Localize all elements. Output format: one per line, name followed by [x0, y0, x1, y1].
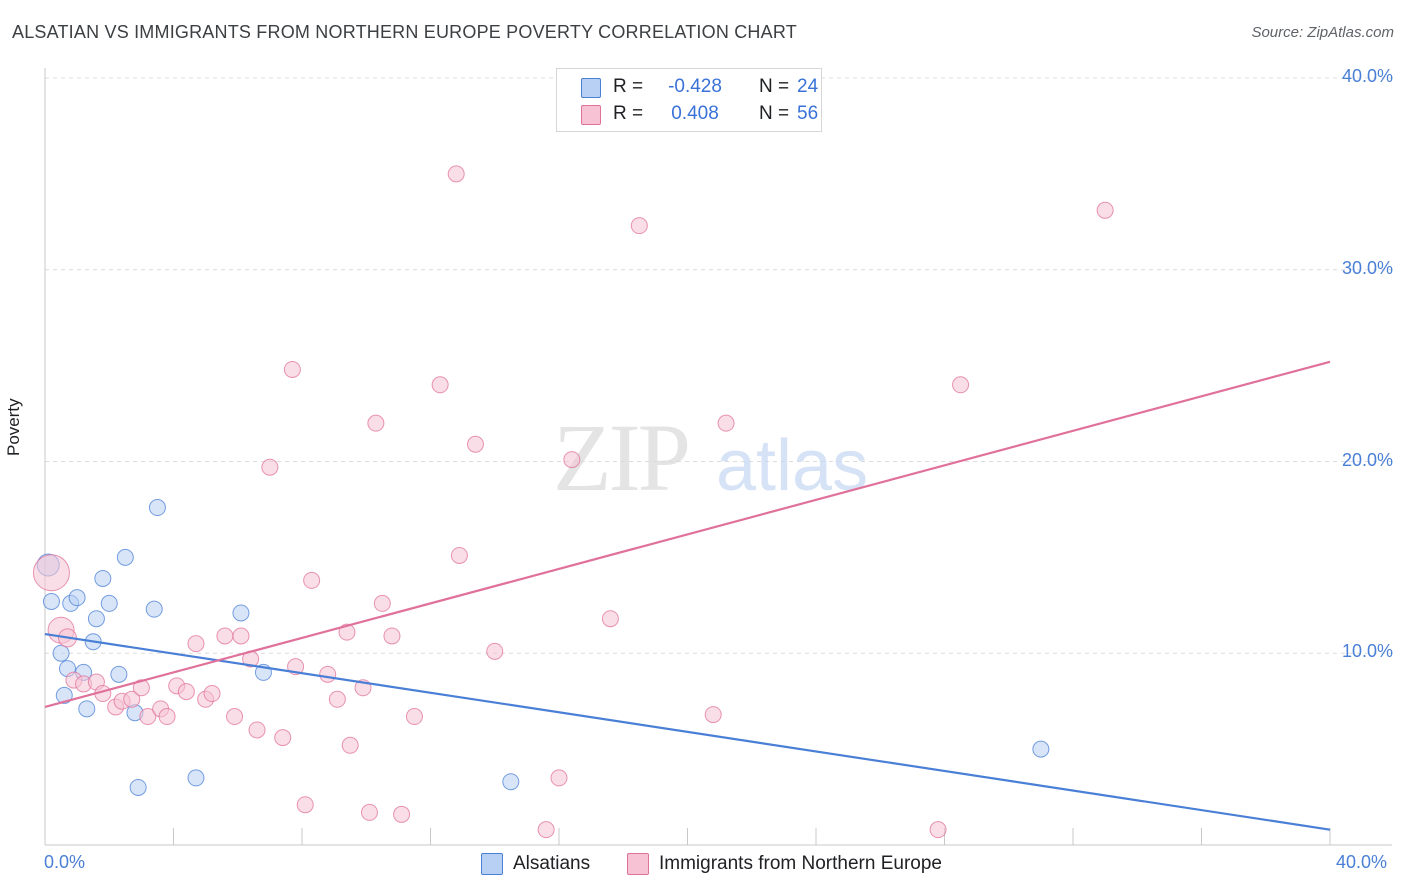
bottom-legend-label: Alsatians: [513, 853, 591, 874]
alsatian-point: [87, 610, 105, 628]
immigrant-point: [319, 665, 337, 683]
immigrant-point: [226, 708, 244, 726]
immigrant-point: [248, 721, 266, 739]
immigrant-point: [187, 635, 205, 653]
legend-r-label: R =: [613, 103, 644, 124]
bottom-legend-swatch-immigrants: [627, 853, 649, 875]
alsatian-point: [129, 778, 147, 796]
immigrant-point: [203, 685, 221, 703]
y-axis-label: Poverty: [4, 398, 23, 456]
axes: [44, 68, 1392, 846]
immigrant-point: [139, 708, 157, 726]
immigrant-point: [383, 627, 401, 645]
alsatian-point: [42, 592, 60, 610]
immigrant-point: [158, 708, 176, 726]
alsatian-trend-line: [44, 632, 1331, 831]
immigrant-point: [373, 594, 391, 612]
immigrant-point: [952, 376, 970, 394]
chart-source: Source: ZipAtlas.com: [1251, 24, 1394, 41]
alsatian-point: [68, 589, 86, 607]
immigrant-point: [283, 360, 301, 378]
immigrant-point: [563, 451, 581, 469]
immigrant-point: [450, 546, 468, 564]
alsatian-point: [232, 604, 250, 622]
trend-lines: [44, 360, 1331, 831]
bottom-legend-swatch-alsatians: [481, 853, 503, 875]
alsatian-point: [110, 665, 128, 683]
immigrant-point: [630, 217, 648, 235]
immigrant-point: [550, 769, 568, 787]
alsatian-point: [78, 700, 96, 718]
immigrant-point: [216, 627, 234, 645]
immigrant-point: [486, 642, 504, 660]
immigrant-trend-line: [44, 360, 1331, 709]
y-tick-label: 30.0%: [1341, 257, 1393, 278]
y-tick-label: 40.0%: [1341, 66, 1393, 86]
alsatian-point: [94, 569, 112, 587]
gridlines: [45, 77, 1392, 654]
immigrant-point: [601, 610, 619, 628]
immigrant-point: [123, 690, 141, 708]
legend-r-value: 0.408: [671, 103, 719, 124]
immigrant-point: [296, 796, 314, 814]
legend-r-value: -0.428: [668, 76, 722, 97]
data-points: [32, 165, 1114, 839]
immigrant-point: [232, 627, 250, 645]
immigrant-point: [447, 165, 465, 183]
immigrant-point: [466, 435, 484, 453]
immigrant-point: [303, 571, 321, 589]
alsatian-point: [100, 594, 118, 612]
alsatian-point: [148, 499, 166, 517]
immigrant-point: [261, 458, 279, 476]
immigrant-point: [360, 803, 378, 821]
legend-n-value: 24: [797, 76, 819, 97]
chart-title: ALSATIAN VS IMMIGRANTS FROM NORTHERN EUR…: [12, 22, 797, 42]
y-tick-label: 10.0%: [1341, 641, 1393, 662]
legend-n-value: 56: [797, 103, 819, 124]
immigrant-point: [704, 706, 722, 724]
immigrant-point: [338, 623, 356, 641]
immigrant-point: [341, 736, 359, 754]
legend-r-label: R =: [613, 76, 644, 97]
legend-swatch-immigrants: [581, 105, 601, 125]
immigrant-point: [177, 683, 195, 701]
x-tick-label-max: 40.0%: [1336, 852, 1388, 872]
immigrant-point: [274, 729, 292, 747]
immigrant-point: [431, 376, 449, 394]
svg-text:atlas: atlas: [716, 426, 868, 506]
correlation-legend: R = -0.428 N = 24 R = 0.408 N = 56: [556, 68, 822, 132]
alsatian-point: [52, 644, 70, 662]
alsatian-point: [1032, 740, 1050, 758]
immigrant-point: [367, 414, 385, 432]
immigrant-point: [32, 554, 70, 592]
watermark: ZIP atlas: [553, 404, 868, 511]
y-tick-label: 20.0%: [1341, 449, 1393, 470]
immigrant-point: [132, 679, 150, 697]
alsatian-point: [502, 773, 520, 791]
alsatian-point: [55, 686, 73, 704]
immigrant-point: [328, 690, 346, 708]
alsatian-point: [116, 548, 134, 566]
alsatian-point: [145, 600, 163, 618]
legend-n-label: N =: [759, 103, 790, 124]
immigrant-point: [537, 821, 555, 839]
immigrant-point: [1096, 201, 1114, 219]
x-tick-label-min: 0.0%: [44, 852, 86, 872]
immigrant-point: [929, 821, 947, 839]
alsatian-point: [187, 769, 205, 787]
immigrant-point: [405, 708, 423, 726]
legend-n-label: N =: [759, 76, 790, 97]
legend-swatch-alsatians: [581, 78, 601, 98]
immigrant-point: [717, 414, 735, 432]
bottom-legend-label: Immigrants from Northern Europe: [659, 853, 942, 874]
immigrant-point: [393, 805, 411, 823]
